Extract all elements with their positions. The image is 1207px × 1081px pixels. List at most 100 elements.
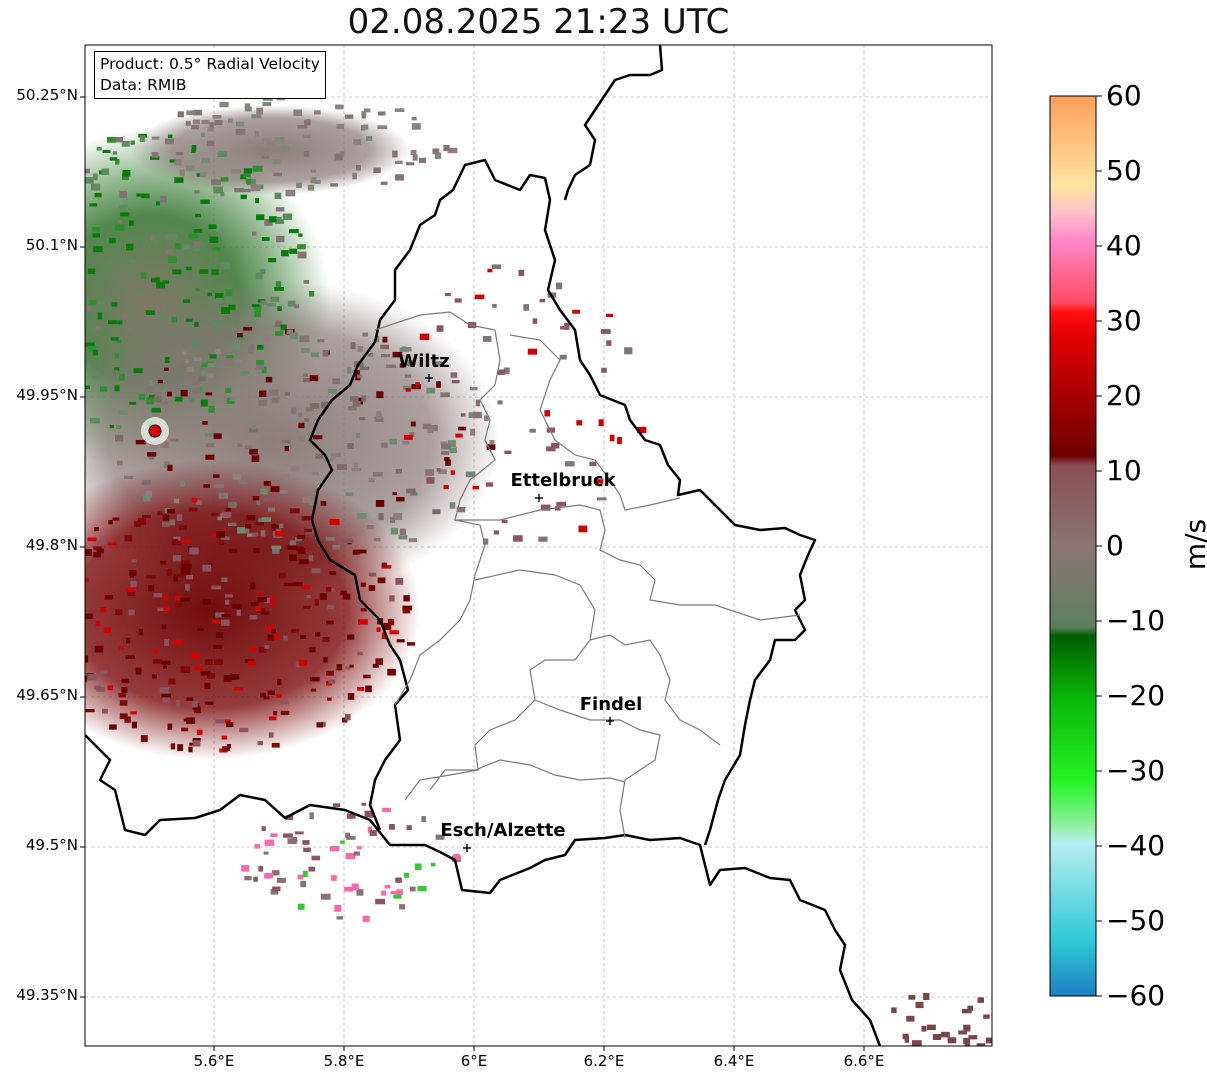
radar-echo-cell bbox=[138, 394, 146, 400]
radar-echo-cell bbox=[188, 507, 198, 512]
radar-echo-cell bbox=[269, 389, 279, 396]
radar-echo-cell bbox=[88, 300, 97, 306]
radar-echo-cell bbox=[229, 397, 236, 402]
radar-echo-cell bbox=[501, 519, 508, 524]
radar-echo-cell bbox=[369, 830, 377, 836]
radar-echo-cell bbox=[114, 353, 119, 359]
radar-echo-cell bbox=[126, 243, 134, 251]
radar-echo-cell bbox=[556, 501, 566, 507]
radar-echo-cell bbox=[244, 445, 253, 450]
radar-echo-cell bbox=[168, 678, 176, 685]
radar-echo-cell bbox=[302, 497, 311, 503]
radar-echo-cell bbox=[309, 375, 319, 382]
radar-echo-cell bbox=[14, 208, 20, 211]
radar-echo-cell bbox=[245, 178, 251, 184]
radar-echo-cell bbox=[153, 593, 163, 598]
radar-echo-cell bbox=[298, 233, 303, 237]
radar-echo-cell bbox=[393, 894, 402, 899]
radar-echo-cell bbox=[251, 532, 259, 537]
radar-echo-cell bbox=[140, 272, 147, 279]
radar-echo-cell bbox=[233, 687, 244, 691]
radar-echo-cell bbox=[487, 268, 493, 273]
radar-echo-cell bbox=[270, 833, 278, 837]
lat-label: 49.95°N bbox=[16, 386, 78, 404]
radar-echo-cell bbox=[213, 433, 222, 439]
radar-echo-cell bbox=[175, 699, 180, 707]
radar-echo-cell bbox=[409, 492, 418, 496]
radar-echo-cell bbox=[125, 637, 131, 644]
radar-echo-cell bbox=[281, 250, 289, 257]
radar-echo-cell bbox=[202, 421, 208, 425]
radar-echo-cell bbox=[166, 509, 175, 514]
radar-echo-cell bbox=[303, 605, 311, 609]
radar-echo-cell bbox=[211, 533, 220, 537]
radar-echo-cell bbox=[306, 594, 311, 599]
radar-echo-cell bbox=[110, 337, 119, 341]
radar-echo-cell bbox=[395, 174, 404, 181]
radar-echo-cell bbox=[173, 574, 184, 578]
radar-echo-cell bbox=[596, 479, 604, 484]
radar-echo-cell bbox=[328, 679, 336, 684]
radar-echo-cell bbox=[222, 511, 232, 518]
radar-echo-cell bbox=[399, 528, 406, 535]
radar-echo-cell bbox=[606, 313, 613, 317]
radar-echo-cell bbox=[181, 539, 191, 543]
radar-echo-cell bbox=[241, 865, 250, 872]
radar-echo-cell bbox=[637, 426, 647, 434]
radar-echo-cell bbox=[298, 435, 305, 442]
radar-echo-cell bbox=[214, 120, 223, 126]
radar-echo-cell bbox=[99, 670, 108, 674]
radar-echo-cell bbox=[95, 621, 100, 627]
colorbar-tick-label: −10 bbox=[1106, 604, 1166, 637]
radar-echo-cell bbox=[225, 387, 232, 393]
radar-echo-cell bbox=[239, 727, 249, 733]
radar-echo-cell bbox=[195, 213, 201, 218]
radar-echo-cell bbox=[346, 836, 356, 840]
radar-echo-cell bbox=[373, 167, 381, 174]
radar-echo-cell bbox=[206, 140, 215, 147]
radar-echo-cell bbox=[523, 304, 530, 311]
radar-echo-cell bbox=[303, 134, 312, 138]
city-label-esch-alzette: Esch/Alzette bbox=[440, 820, 566, 841]
radar-echo-cell bbox=[119, 205, 128, 210]
radar-echo-cell bbox=[430, 862, 436, 867]
radar-echo-cell bbox=[362, 332, 369, 337]
radar-echo-cell bbox=[279, 572, 286, 579]
radar-echo-cell bbox=[182, 343, 187, 348]
radar-echo-cell bbox=[309, 290, 315, 297]
radar-echo-cell bbox=[309, 403, 320, 409]
radar-echo-cell bbox=[171, 316, 177, 323]
radar-echo-cell bbox=[257, 344, 264, 350]
radar-echo-cell bbox=[375, 500, 385, 507]
radar-echo-cell bbox=[240, 194, 247, 200]
radar-echo-cell bbox=[138, 518, 147, 525]
radar-echo-cell bbox=[360, 582, 366, 587]
radar-echo-cell bbox=[128, 609, 135, 616]
radar-echo-cell bbox=[267, 634, 274, 641]
radar-echo-cell bbox=[572, 309, 580, 314]
radar-echo-cell bbox=[438, 469, 447, 475]
radar-echo-cell bbox=[330, 183, 338, 187]
radar-echo-cell bbox=[282, 439, 291, 444]
radar-echo-cell bbox=[188, 397, 195, 403]
radar-echo-cell bbox=[565, 461, 575, 467]
radar-echo-cell bbox=[303, 151, 310, 157]
radar-echo-cell bbox=[395, 468, 402, 474]
radar-echo-cell bbox=[257, 597, 267, 603]
radar-echo-cell bbox=[56, 293, 64, 298]
radar-echo-cell bbox=[201, 370, 206, 377]
radar-echo-cell bbox=[350, 342, 356, 350]
colorbar-unit-label: m/s bbox=[1179, 518, 1207, 571]
radar-echo-cell bbox=[303, 847, 311, 852]
radar-echo-cell bbox=[347, 367, 352, 374]
radar-echo-cell bbox=[301, 516, 312, 521]
radar-echo-cell bbox=[560, 326, 565, 330]
radar-echo-cell bbox=[121, 687, 128, 694]
radar-echo-cell bbox=[96, 146, 102, 151]
radar-echo-cell bbox=[231, 169, 242, 174]
radar-echo-cell bbox=[410, 886, 416, 892]
radar-echo-cell bbox=[228, 304, 236, 310]
radar-echo-cell bbox=[554, 506, 561, 511]
radar-echo-cell bbox=[235, 335, 246, 342]
radar-echo-cell bbox=[100, 607, 106, 613]
